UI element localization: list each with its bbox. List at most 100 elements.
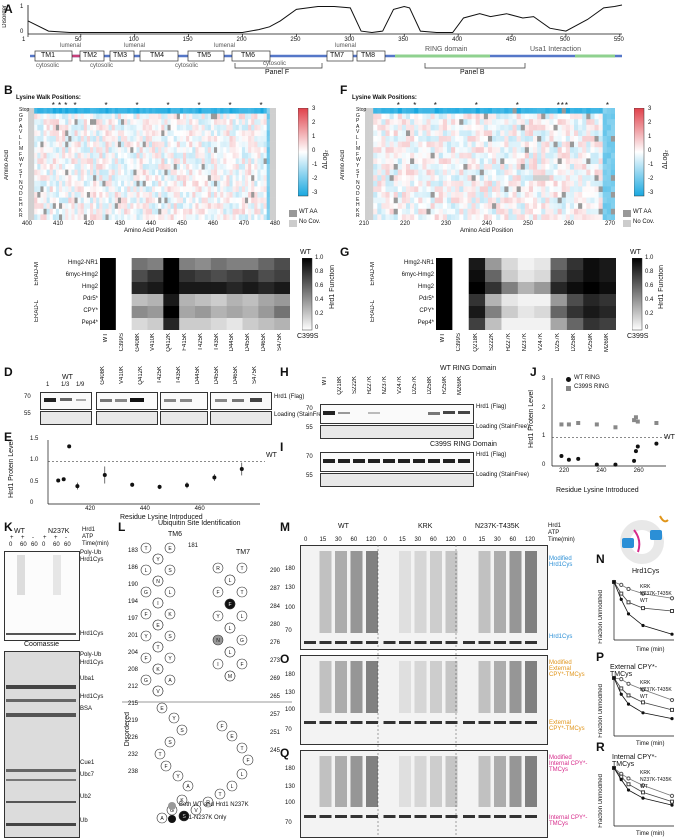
heatmap-cell <box>145 169 150 176</box>
cytosolic-label: cytosolic <box>90 63 114 69</box>
heatmap-cell <box>496 169 501 176</box>
heatmap-cell <box>170 180 174 187</box>
g-col-label: N237K <box>522 333 528 352</box>
heatmap-cell <box>254 192 258 198</box>
p-chart <box>611 675 675 737</box>
gel-band-unmod <box>383 815 396 818</box>
gel-bands <box>304 545 537 836</box>
heatmap-cell <box>189 180 193 187</box>
heatmap-cell <box>512 158 517 165</box>
heatmap-cell <box>602 136 608 142</box>
heatmap-cell <box>426 203 431 210</box>
heatmap-cell <box>397 203 403 210</box>
function-cell <box>195 306 212 319</box>
heatmap-cell <box>389 158 394 165</box>
heatmap-cell <box>528 119 534 126</box>
heatmap-cell <box>257 124 261 131</box>
heatmap-cell <box>133 192 137 198</box>
heatmap-cell <box>139 152 143 159</box>
heatmap-cell <box>117 214 122 220</box>
heatmap-cell <box>598 169 604 176</box>
heatmap-cell <box>365 208 370 215</box>
heatmap-cell <box>232 108 236 114</box>
o-label-mod: Modified External CPY*-TMCys <box>549 660 585 678</box>
gel-band-smear <box>525 661 537 713</box>
heatmap-cell <box>99 192 103 198</box>
heatmap-cell <box>52 119 57 126</box>
heatmap-cell <box>438 130 444 137</box>
heatmap-cell <box>229 108 233 114</box>
heatmap-cell <box>512 164 517 170</box>
heatmap-cell <box>226 136 230 142</box>
heatmap-cell <box>245 175 249 182</box>
heatmap-cell <box>186 158 190 165</box>
heatmap-cell <box>590 108 595 114</box>
heatmap-cell <box>426 136 431 142</box>
heatmap-cell <box>37 108 41 114</box>
heatmap-cell <box>430 147 435 154</box>
f-row-label: T <box>356 174 360 181</box>
heatmap-cell <box>43 169 47 176</box>
heatmap-cell <box>598 208 604 215</box>
c-group-erad-l: ERAD-L <box>34 300 40 323</box>
residue-letter: K <box>156 667 160 673</box>
heatmap-cell <box>241 192 246 198</box>
gel-marker: 130 <box>285 585 296 591</box>
heatmap-cell <box>43 214 47 220</box>
heatmap-cell <box>99 186 103 193</box>
heatmap-cell <box>578 124 583 131</box>
heatmap-cell <box>65 147 69 154</box>
heatmap-cell <box>111 136 116 142</box>
heatmap-cell <box>210 147 215 154</box>
heatmap-cell <box>71 158 75 165</box>
heatmap-cell <box>74 136 78 142</box>
legend-entry: KRK <box>640 770 651 776</box>
heatmap-cell <box>381 208 386 215</box>
heatmap-cell <box>272 108 276 114</box>
heatmap-cell <box>471 113 476 120</box>
heatmap-cell <box>269 164 274 170</box>
heatmap-cell <box>214 214 218 220</box>
heatmap-cell <box>210 197 215 204</box>
heatmap-cell <box>385 152 390 159</box>
heatmap-cell <box>365 113 370 120</box>
heatmap-cell <box>133 152 137 159</box>
heatmap-cell <box>418 186 423 193</box>
heatmap-cell <box>483 113 489 120</box>
heatmap-cell <box>43 164 47 170</box>
heatmap-cell <box>155 108 159 114</box>
residue-circle <box>164 652 176 664</box>
heatmap-cell <box>71 197 75 204</box>
heatmap-cell <box>512 108 517 114</box>
heatmap-cell <box>46 180 50 187</box>
heatmap-cell <box>148 197 153 204</box>
c-colorbar <box>302 258 313 331</box>
heatmap-cell <box>569 169 575 176</box>
heatmap-cell <box>232 192 236 198</box>
f-heatmap <box>365 108 615 220</box>
series-point <box>641 700 645 705</box>
heatmap-cell <box>500 147 505 154</box>
j-legend-dot-c399s <box>566 386 571 391</box>
heatmap-cell <box>442 180 448 187</box>
heatmap-cell <box>155 180 159 187</box>
series-point <box>626 776 631 781</box>
heatmap-cell <box>207 186 212 193</box>
h-lane-label: H227K <box>367 376 373 395</box>
g-col-label: H227K <box>505 333 512 352</box>
lumenal-label: lumenal <box>335 43 357 49</box>
heatmap-cell <box>34 113 38 120</box>
heatmap-cell <box>198 192 202 198</box>
heatmap-cell <box>393 124 399 131</box>
heatmap-cell <box>594 192 599 198</box>
heatmap-cell <box>569 186 575 193</box>
residue-circle <box>236 586 248 598</box>
function-cell <box>210 294 227 307</box>
heatmap-cell <box>512 124 517 131</box>
heatmap-cell <box>467 124 472 131</box>
heatmap-cell <box>381 136 386 142</box>
heatmap-cell <box>167 208 171 215</box>
c-cbar-bottom: C399S <box>297 333 319 340</box>
heatmap-cell <box>108 119 112 126</box>
residue-letter: F <box>220 724 223 730</box>
